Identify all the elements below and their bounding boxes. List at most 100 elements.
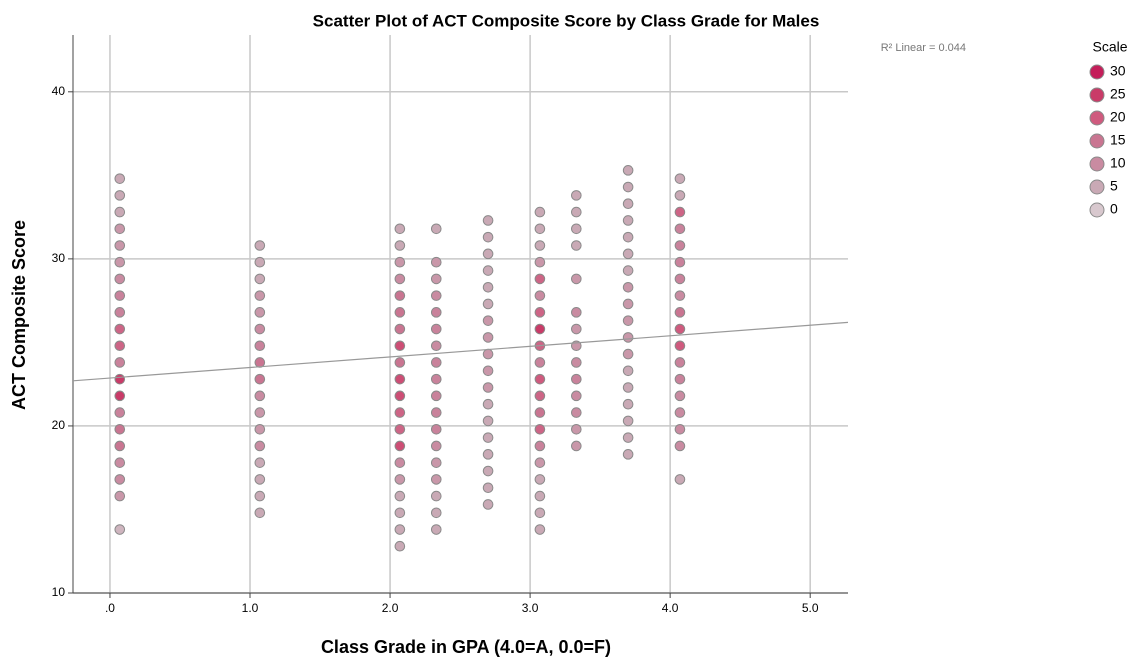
x-tick-label: 5.0 xyxy=(802,601,819,615)
y-axis-title: ACT Composite Score xyxy=(9,220,29,410)
point xyxy=(394,323,406,335)
point xyxy=(534,474,546,485)
point xyxy=(114,240,126,251)
point xyxy=(114,357,126,368)
point xyxy=(674,474,686,485)
point xyxy=(674,256,686,268)
point xyxy=(571,423,582,435)
x-tick-label: 4.0 xyxy=(662,601,679,615)
point xyxy=(622,432,634,443)
point xyxy=(114,390,126,402)
point xyxy=(674,423,686,435)
legend-swatch xyxy=(1089,179,1105,195)
point xyxy=(254,323,266,335)
legend-label: 20 xyxy=(1110,109,1126,125)
fit-annotation: R² Linear = 0.044 xyxy=(881,42,966,54)
point xyxy=(482,365,494,377)
point xyxy=(534,407,546,418)
point xyxy=(114,290,126,301)
point xyxy=(534,357,546,368)
point xyxy=(430,373,442,385)
point xyxy=(674,240,686,251)
point xyxy=(430,490,442,502)
point xyxy=(430,457,442,468)
point xyxy=(394,290,406,301)
point xyxy=(254,407,266,418)
point xyxy=(622,215,634,226)
point xyxy=(534,240,546,251)
point xyxy=(254,256,266,268)
point xyxy=(482,499,494,510)
point xyxy=(114,307,126,318)
fit-line xyxy=(72,321,849,382)
point xyxy=(430,390,442,402)
point xyxy=(430,440,442,452)
x-tick-label: .0 xyxy=(105,601,115,615)
point xyxy=(674,373,686,385)
point xyxy=(394,440,406,452)
point xyxy=(571,307,582,318)
point xyxy=(674,407,686,418)
legend-swatch xyxy=(1089,87,1105,103)
point xyxy=(622,231,634,243)
chart-title: Scatter Plot of ACT Composite Score by C… xyxy=(313,11,820,30)
point xyxy=(534,256,546,268)
point xyxy=(394,407,406,418)
point xyxy=(114,373,126,385)
point xyxy=(674,390,686,402)
point xyxy=(254,290,266,301)
point xyxy=(394,240,406,251)
point xyxy=(114,223,126,235)
point xyxy=(482,348,494,360)
point xyxy=(571,357,582,368)
point xyxy=(254,357,266,368)
point xyxy=(482,281,494,293)
point xyxy=(622,348,634,360)
legend-title: Scale xyxy=(1092,39,1127,55)
legend-label: 25 xyxy=(1110,86,1126,102)
point xyxy=(482,449,494,460)
point xyxy=(622,181,634,193)
point xyxy=(571,373,582,385)
point xyxy=(534,323,546,335)
point xyxy=(622,382,634,393)
point xyxy=(430,256,442,268)
point xyxy=(571,223,582,235)
point xyxy=(674,323,686,335)
point xyxy=(622,265,634,276)
point xyxy=(430,273,442,285)
point xyxy=(482,398,494,410)
point xyxy=(622,198,634,210)
point xyxy=(114,340,126,352)
point xyxy=(622,315,634,326)
point xyxy=(394,490,406,502)
x-tick-label: 2.0 xyxy=(382,601,399,615)
point xyxy=(430,407,442,418)
point xyxy=(254,273,266,285)
y-tick-label: 20 xyxy=(52,418,66,432)
point xyxy=(534,390,546,402)
point xyxy=(394,223,406,235)
point xyxy=(674,190,686,201)
point xyxy=(534,507,546,519)
point xyxy=(254,440,266,452)
point xyxy=(482,215,494,226)
point xyxy=(114,524,126,535)
point xyxy=(394,457,406,468)
point xyxy=(394,474,406,485)
point xyxy=(674,206,686,218)
point xyxy=(114,273,126,285)
point xyxy=(571,240,582,251)
point xyxy=(482,482,494,494)
point xyxy=(622,298,634,310)
point xyxy=(254,474,266,485)
point xyxy=(482,315,494,326)
point xyxy=(482,298,494,310)
legend-label: 15 xyxy=(1110,132,1126,148)
point xyxy=(534,223,546,235)
point xyxy=(571,390,582,402)
legend-swatch xyxy=(1089,110,1105,126)
y-tick-label: 30 xyxy=(52,251,66,265)
point xyxy=(430,507,442,519)
